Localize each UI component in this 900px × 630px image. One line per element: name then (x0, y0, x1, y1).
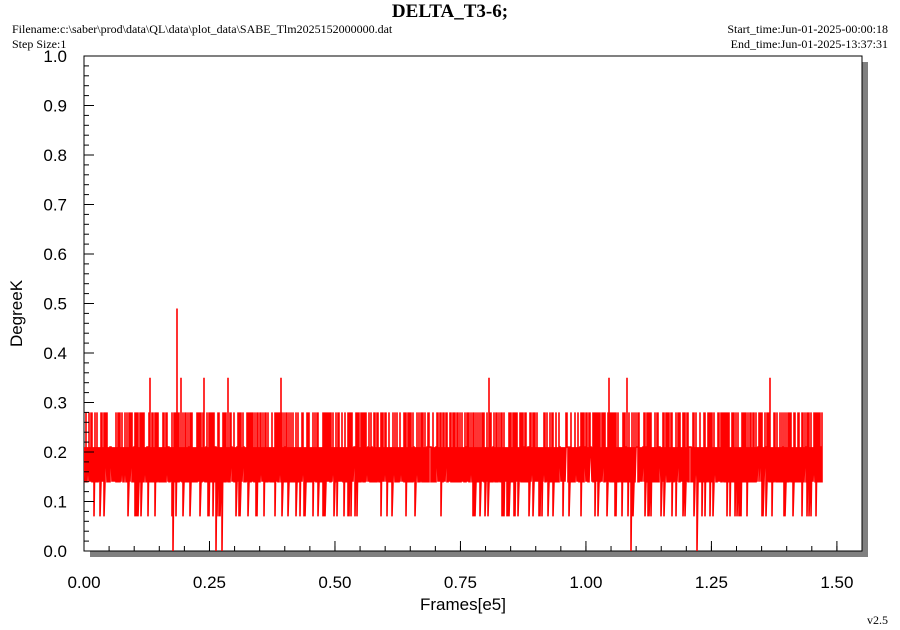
y-tick-label: 0.8 (43, 146, 67, 165)
y-tick-label: 0.9 (43, 97, 67, 116)
y-tick-label: 0.4 (43, 344, 67, 363)
chart-title: DELTA_T3-6; (391, 1, 509, 22)
filename-label: Filename:c:\saber\prod\data\QL\data\plot… (12, 22, 393, 36)
x-axis-label: Frames[e5] (420, 595, 506, 614)
y-tick-label: 1.0 (43, 47, 67, 66)
end-time-label: End_time:Jun-01-2025-13:37:31 (730, 37, 888, 51)
x-tick-label: 1.00 (569, 573, 602, 592)
version-label: v2.5 (867, 613, 888, 627)
y-axis-label: DegreeK (7, 279, 26, 347)
y-tick-label: 0.3 (43, 394, 67, 413)
y-tick-label: 0.0 (43, 542, 67, 561)
y-tick-label: 0.1 (43, 493, 67, 512)
x-tick-label: 0.50 (318, 573, 351, 592)
y-tick-label: 0.6 (43, 245, 67, 264)
y-tick-label: 0.2 (43, 443, 67, 462)
step-size-label: Step Size:1 (12, 37, 67, 51)
x-tick-label: 1.25 (695, 573, 728, 592)
axes-layer: 0.0 0.1 0.2 0.3 0.4 0.5 0.6 0.7 0.8 0.9 1.0 0.00 0.2… (43, 47, 863, 592)
x-tick-label: 0.25 (193, 573, 226, 592)
series-layer (84, 308, 823, 551)
x-tick-label: 1.50 (820, 573, 853, 592)
data-series-line (84, 308, 823, 551)
start-time-label: Start_time:Jun-01-2025-00:00:18 (727, 22, 888, 36)
x-tick-label: 0.00 (67, 573, 100, 592)
y-tick-label: 0.5 (43, 295, 67, 314)
x-tick-label: 0.75 (444, 573, 477, 592)
y-tick-label: 0.7 (43, 196, 67, 215)
